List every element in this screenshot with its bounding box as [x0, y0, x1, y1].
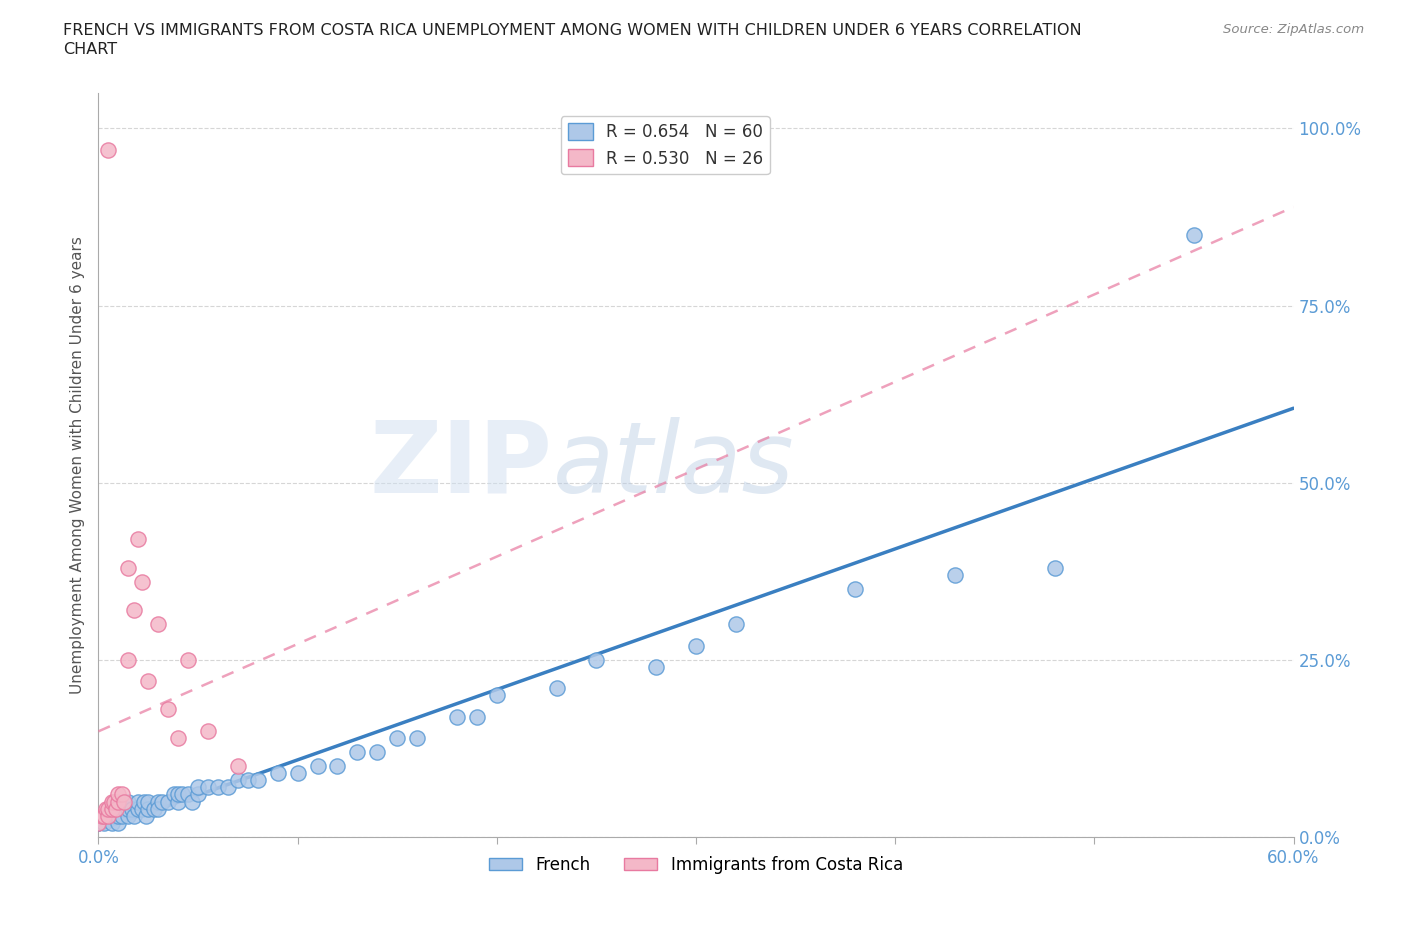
- Point: [97, 802, 120, 817]
- Point: [101, 794, 124, 809]
- Point: [326, 759, 349, 774]
- Point: [97, 808, 120, 823]
- Point: [143, 802, 166, 817]
- Point: [157, 794, 180, 809]
- Point: [485, 688, 508, 703]
- Point: [101, 816, 124, 830]
- Point: [157, 702, 180, 717]
- Point: [187, 780, 209, 795]
- Point: [124, 603, 146, 618]
- Point: [127, 532, 149, 547]
- Point: [585, 653, 607, 668]
- Point: [546, 681, 568, 696]
- Point: [131, 575, 153, 590]
- Point: [366, 745, 388, 760]
- Point: [172, 787, 194, 802]
- Point: [127, 794, 149, 809]
- Y-axis label: Unemployment Among Women with Children Under 6 years: Unemployment Among Women with Children U…: [69, 236, 84, 694]
- Point: [135, 808, 157, 823]
- Point: [91, 808, 114, 823]
- Point: [844, 581, 866, 596]
- Point: [112, 802, 135, 817]
- Point: [346, 745, 368, 760]
- Point: [148, 802, 170, 817]
- Point: [207, 780, 229, 795]
- Text: CHART: CHART: [63, 42, 117, 57]
- Point: [117, 802, 139, 817]
- Point: [197, 724, 219, 738]
- Point: [136, 802, 159, 817]
- Point: [105, 802, 128, 817]
- Point: [163, 787, 186, 802]
- Point: [117, 794, 139, 809]
- Point: [87, 816, 110, 830]
- Point: [103, 794, 125, 809]
- Point: [167, 794, 190, 809]
- Point: [236, 773, 259, 788]
- Legend: French, Immigrants from Costa Rica: French, Immigrants from Costa Rica: [482, 849, 910, 881]
- Point: [943, 567, 966, 582]
- Point: [181, 794, 204, 809]
- Point: [197, 780, 219, 795]
- Text: atlas: atlas: [553, 417, 794, 513]
- Point: [87, 816, 110, 830]
- Point: [107, 794, 129, 809]
- Point: [107, 808, 129, 823]
- Point: [724, 617, 747, 631]
- Point: [177, 787, 200, 802]
- Point: [1182, 227, 1205, 242]
- Point: [124, 808, 146, 823]
- Point: [93, 816, 115, 830]
- Point: [127, 802, 149, 817]
- Point: [150, 794, 173, 809]
- Point: [267, 765, 290, 780]
- Point: [117, 560, 139, 575]
- Point: [307, 759, 329, 774]
- Point: [121, 802, 143, 817]
- Point: [685, 638, 707, 653]
- Point: [136, 794, 159, 809]
- Point: [96, 802, 118, 817]
- Point: [1043, 560, 1066, 575]
- Point: [446, 709, 468, 724]
- Point: [103, 808, 125, 823]
- Point: [226, 773, 249, 788]
- Point: [117, 808, 139, 823]
- Point: [111, 787, 134, 802]
- Point: [93, 808, 115, 823]
- Point: [148, 794, 170, 809]
- Point: [167, 730, 190, 745]
- Point: [217, 780, 239, 795]
- Point: [385, 730, 409, 745]
- Point: [148, 617, 170, 631]
- Point: [112, 794, 135, 809]
- Text: FRENCH VS IMMIGRANTS FROM COSTA RICA UNEMPLOYMENT AMONG WOMEN WITH CHILDREN UNDE: FRENCH VS IMMIGRANTS FROM COSTA RICA UNE…: [63, 23, 1081, 38]
- Point: [465, 709, 488, 724]
- Point: [97, 142, 120, 157]
- Point: [226, 759, 249, 774]
- Point: [131, 802, 153, 817]
- Point: [101, 802, 124, 817]
- Point: [111, 808, 134, 823]
- Point: [187, 787, 209, 802]
- Point: [107, 816, 129, 830]
- Text: Source: ZipAtlas.com: Source: ZipAtlas.com: [1223, 23, 1364, 36]
- Point: [287, 765, 309, 780]
- Point: [177, 653, 200, 668]
- Point: [136, 673, 159, 688]
- Point: [107, 787, 129, 802]
- Point: [246, 773, 269, 788]
- Point: [406, 730, 429, 745]
- Point: [134, 794, 156, 809]
- Point: [645, 659, 668, 674]
- Point: [117, 653, 139, 668]
- Text: ZIP: ZIP: [370, 417, 553, 513]
- Point: [97, 808, 120, 823]
- Point: [167, 787, 190, 802]
